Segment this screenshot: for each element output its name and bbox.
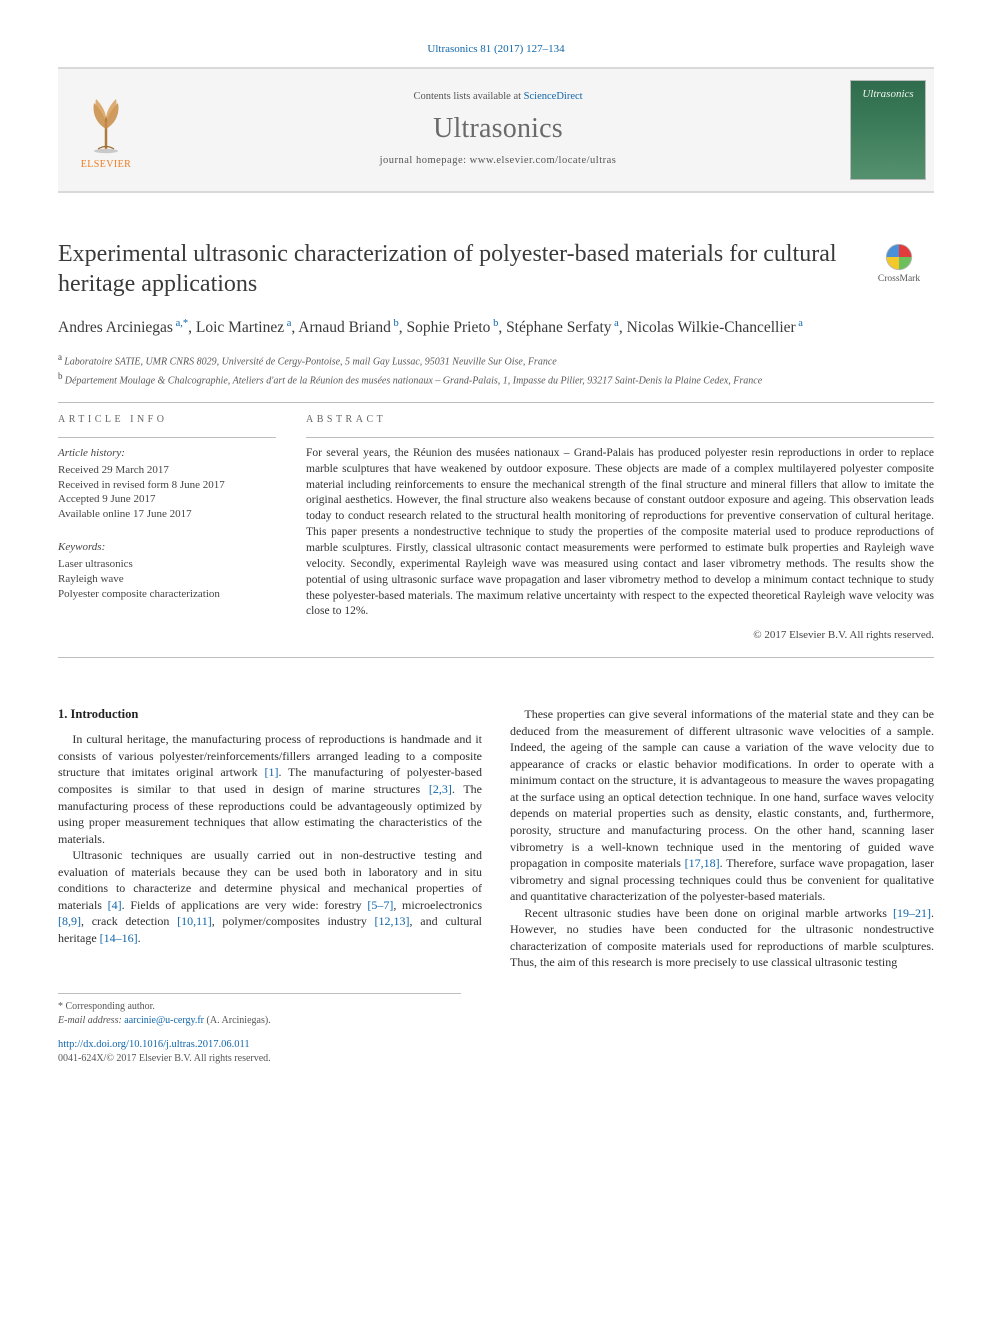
author-name: Andres Arciniegas	[58, 319, 173, 336]
divider-info	[58, 437, 276, 438]
keyword-line: Rayleigh wave	[58, 572, 276, 587]
elsevier-tree-icon	[77, 88, 135, 156]
authors-line: Andres Arciniegas a,*, Loic Martinez a, …	[58, 317, 934, 339]
cover-title: Ultrasonics	[851, 87, 925, 102]
author-affiliation-marker: a,	[173, 318, 183, 329]
intro-para-1: In cultural heritage, the manufacturing …	[58, 731, 482, 847]
masthead-wrap: ELSEVIER Contents lists available at Sci…	[58, 67, 934, 193]
issn-copyright-line: 0041-624X/© 2017 Elsevier B.V. All right…	[58, 1052, 934, 1066]
history-line: Received 29 March 2017	[58, 463, 276, 478]
journal-name: Ultrasonics	[158, 110, 838, 148]
author-name: , Loic Martinez	[188, 319, 284, 336]
divider-abs	[306, 437, 934, 438]
author-name: , Stéphane Serfaty	[498, 319, 611, 336]
bottom-meta: http://dx.doi.org/10.1016/j.ultras.2017.…	[58, 1038, 934, 1066]
crossmark-icon	[885, 243, 913, 271]
author-affiliation-marker: b	[391, 318, 399, 329]
author-name: , Nicolas Wilkie-Chancellier	[619, 319, 796, 336]
info-abstract-row: ARTICLE INFO Article history: Received 2…	[58, 413, 934, 643]
article-title: Experimental ultrasonic characterization…	[58, 239, 844, 299]
history-line: Received in revised form 8 June 2017	[58, 478, 276, 493]
history-line: Accepted 9 June 2017	[58, 492, 276, 507]
keyword-line: Polyester composite characterization	[58, 587, 276, 602]
top-citation-link[interactable]: Ultrasonics 81 (2017) 127–134	[427, 43, 564, 55]
history-heading: Article history:	[58, 446, 276, 461]
intro-para-3: These properties can give several inform…	[510, 706, 934, 905]
body-columns: 1. Introduction In cultural heritage, th…	[58, 706, 934, 971]
section-heading-intro: 1. Introduction	[58, 706, 482, 723]
ref-link[interactable]: [14–16]	[100, 931, 138, 945]
author-affiliation-marker: a	[612, 318, 619, 329]
homepage-url[interactable]: www.elsevier.com/locate/ultras	[470, 155, 617, 166]
cover-thumb-cell: Ultrasonics	[842, 69, 934, 191]
homepage-prefix: journal homepage:	[380, 155, 470, 166]
abstract-heading: ABSTRACT	[306, 413, 934, 427]
history-line: Available online 17 June 2017	[58, 507, 276, 522]
author-name: , Arnaud Briand	[291, 319, 390, 336]
journal-cover-thumbnail: Ultrasonics	[850, 80, 926, 180]
footnotes: * Corresponding author. E-mail address: …	[58, 993, 461, 1028]
ref-link[interactable]: [2,3]	[429, 782, 452, 796]
crossmark-badge[interactable]: CrossMark	[864, 243, 934, 286]
intro-para-4: Recent ultrasonic studies have been done…	[510, 905, 934, 971]
ref-link[interactable]: [19–21]	[893, 906, 931, 920]
author-email-link[interactable]: aarcinie@u-cergy.fr	[124, 1015, 204, 1026]
abstract-text: For several years, the Réunion des musée…	[306, 446, 934, 620]
affiliation-line: a Laboratoire SATIE, UMR CNRS 8029, Univ…	[58, 351, 934, 370]
ref-link[interactable]: [4]	[108, 898, 122, 912]
email-line: E-mail address: aarcinie@u-cergy.fr (A. …	[58, 1014, 461, 1028]
affiliations: a Laboratoire SATIE, UMR CNRS 8029, Univ…	[58, 351, 934, 389]
divider-top	[58, 402, 934, 403]
article-info-heading: ARTICLE INFO	[58, 413, 276, 427]
divider-bottom	[58, 657, 934, 658]
keywords-heading: Keywords:	[58, 540, 276, 555]
masthead-center: Contents lists available at ScienceDirec…	[154, 69, 842, 191]
contents-prefix: Contents lists available at	[413, 91, 523, 102]
crossmark-label: CrossMark	[878, 273, 920, 286]
ref-link[interactable]: [8,9]	[58, 914, 81, 928]
keyword-line: Laser ultrasonics	[58, 557, 276, 572]
article-info-column: ARTICLE INFO Article history: Received 2…	[58, 413, 276, 643]
author-affiliation-marker: a	[796, 318, 803, 329]
sciencedirect-link[interactable]: ScienceDirect	[524, 91, 583, 102]
ref-link[interactable]: [12,13]	[375, 914, 410, 928]
ref-link[interactable]: [10,11]	[177, 914, 212, 928]
author-name: , Sophie Prieto	[399, 319, 491, 336]
contents-line: Contents lists available at ScienceDirec…	[158, 90, 838, 104]
ref-link[interactable]: [17,18]	[685, 856, 720, 870]
publisher-wordmark: ELSEVIER	[81, 158, 131, 172]
masthead: ELSEVIER Contents lists available at Sci…	[58, 69, 934, 191]
homepage-line: journal homepage: www.elsevier.com/locat…	[158, 154, 838, 168]
abstract-copyright: © 2017 Elsevier B.V. All rights reserved…	[306, 628, 934, 643]
title-block: Experimental ultrasonic characterization…	[58, 239, 934, 299]
corresponding-author-note: * Corresponding author.	[58, 1000, 461, 1014]
article-page: Ultrasonics 81 (2017) 127–134	[0, 0, 992, 1106]
doi-link[interactable]: http://dx.doi.org/10.1016/j.ultras.2017.…	[58, 1039, 250, 1050]
ref-link[interactable]: [1]	[264, 765, 278, 779]
intro-para-2: Ultrasonic techniques are usually carrie…	[58, 847, 482, 946]
abstract-column: ABSTRACT For several years, the Réunion …	[306, 413, 934, 643]
ref-link[interactable]: [5–7]	[367, 898, 393, 912]
publisher-logo-cell: ELSEVIER	[58, 69, 154, 191]
affiliation-line: b Département Moulage & Chalcographie, A…	[58, 370, 934, 389]
top-citation: Ultrasonics 81 (2017) 127–134	[58, 42, 934, 57]
